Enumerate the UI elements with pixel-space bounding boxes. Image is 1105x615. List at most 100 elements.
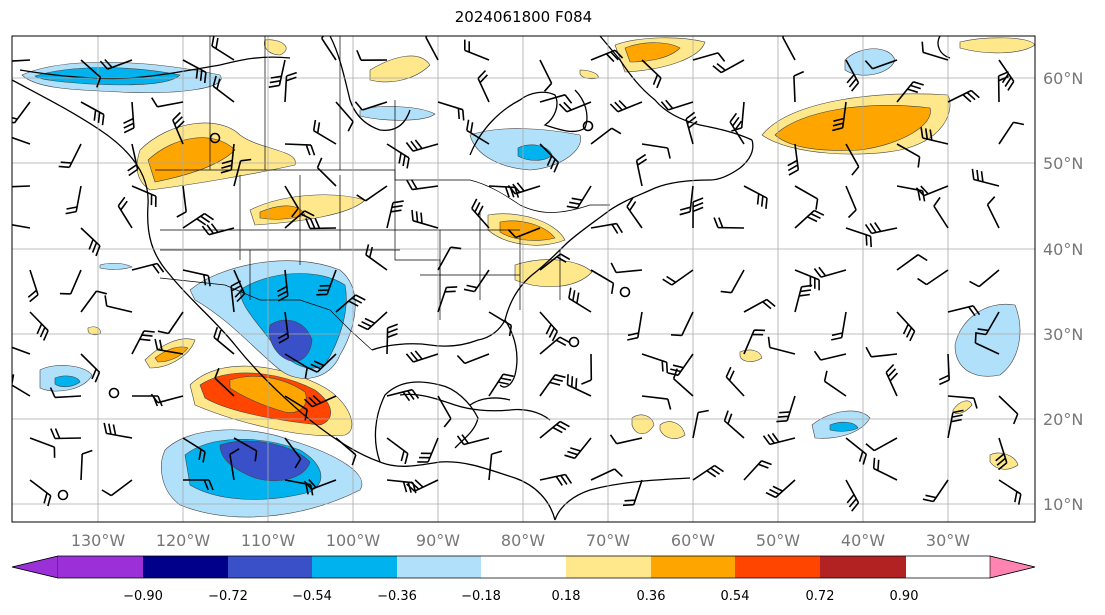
wind-barb <box>831 311 847 341</box>
wind-barb <box>915 185 949 197</box>
colorbar-tick-label: −0.72 <box>208 589 248 604</box>
colorbar-tick-label: 0.90 <box>890 589 919 604</box>
wind-barb <box>58 143 82 169</box>
wind-barb <box>743 298 776 313</box>
longitude-labels: 130°W 120°W 110°W 100°W 90°W 80°W 70°W 6… <box>71 531 970 550</box>
wind-barb <box>743 185 768 209</box>
wind-barb <box>787 143 800 176</box>
wind-barb <box>386 143 410 169</box>
wind-barb <box>80 290 108 313</box>
wind-barb <box>609 434 643 445</box>
wind-barb <box>80 353 101 383</box>
wind-barb <box>692 409 709 439</box>
wind-barb <box>29 437 56 458</box>
wind-barb <box>975 311 1000 336</box>
wind-barb <box>488 450 503 481</box>
colorbar-tick-label: 0.36 <box>637 589 666 604</box>
lat-label: 40°N <box>1043 240 1083 259</box>
wind-barb <box>776 395 796 423</box>
wind-barb <box>488 311 513 337</box>
colorbar-extend-min <box>11 555 59 579</box>
wind-barb <box>986 196 1000 229</box>
wind-barb <box>971 168 1000 187</box>
map-frame <box>11 35 1036 523</box>
wind-barb <box>201 223 235 236</box>
wind-barb <box>660 99 694 111</box>
wind-barb <box>127 143 139 177</box>
wind-barb <box>284 353 308 379</box>
wind-barb <box>667 353 694 377</box>
wind-barb <box>411 209 439 229</box>
wind-barb <box>437 101 465 121</box>
wind-barb <box>539 143 560 173</box>
wind-barb <box>922 479 949 503</box>
wind-barb <box>539 420 570 439</box>
lon-label: 90°W <box>416 531 460 550</box>
colorbar-segment <box>143 556 228 578</box>
wind-barb <box>558 101 592 113</box>
map-title: 2024061800 F084 <box>454 8 593 26</box>
wind-barb <box>212 75 235 103</box>
wind-barb <box>767 336 796 355</box>
colorbar-outline <box>11 555 1036 579</box>
wind-barb <box>12 374 31 397</box>
wind-barb <box>865 437 898 452</box>
colorbar-segment <box>566 556 651 578</box>
wind-barb <box>80 59 102 88</box>
wind-barb <box>233 158 252 187</box>
wind-barb <box>794 209 825 229</box>
wind-barb <box>622 479 643 507</box>
wind-barb <box>641 353 669 373</box>
wind-barb <box>933 196 949 229</box>
wind-barb <box>303 478 337 490</box>
wind-barb <box>12 136 31 145</box>
wind-barb <box>692 464 724 481</box>
wind-barb <box>456 353 490 365</box>
wind-barb <box>335 437 357 466</box>
wind-barb <box>845 143 860 176</box>
wind-barb <box>685 111 698 145</box>
wind-barb <box>65 185 82 215</box>
colorbar-tick-label: −0.90 <box>123 589 163 604</box>
wind-barb <box>99 58 133 70</box>
wind-barb <box>539 473 573 486</box>
wind-barb <box>679 185 694 216</box>
wind-barb <box>303 394 337 408</box>
wind-barb <box>692 197 704 229</box>
wind-barb <box>316 157 337 187</box>
lon-label: 110°W <box>241 531 296 550</box>
wind-barb <box>765 479 796 499</box>
wind-barb <box>610 262 643 274</box>
wind-barb <box>590 269 615 295</box>
lon-label: 70°W <box>586 531 630 550</box>
wind-barb <box>872 457 898 481</box>
wind-barb <box>477 70 490 103</box>
wind-barb <box>947 409 964 439</box>
wind-barb <box>284 185 299 218</box>
wind-barb <box>729 112 745 145</box>
colorbar-segment <box>481 556 566 578</box>
wind-barb <box>386 323 398 355</box>
wind-barbs <box>12 36 1025 512</box>
lon-label: 130°W <box>71 531 126 550</box>
wind-barb <box>406 479 439 492</box>
wind-barb <box>998 121 1025 145</box>
wind-barb <box>176 185 187 218</box>
political-borders <box>155 36 610 351</box>
latitude-labels: 60°N 50°N 40°N 30°N 20°N 10°N <box>1043 69 1083 514</box>
wind-barb <box>284 395 308 421</box>
wind-barb <box>59 269 82 295</box>
wind-barb <box>743 460 772 481</box>
lon-label: 60°W <box>671 531 715 550</box>
wind-barb <box>832 101 847 132</box>
wind-barb <box>230 280 242 313</box>
wind-barb <box>437 395 452 428</box>
wind-barb <box>104 295 133 313</box>
wind-barb <box>356 49 388 61</box>
wind-barb <box>507 182 541 195</box>
wind-barb <box>794 185 819 210</box>
colorbar-tick-label: −0.36 <box>377 589 417 604</box>
wind-barb <box>229 448 240 481</box>
colorbar-tick-label: −0.18 <box>461 589 501 604</box>
wind-barb <box>845 479 860 512</box>
